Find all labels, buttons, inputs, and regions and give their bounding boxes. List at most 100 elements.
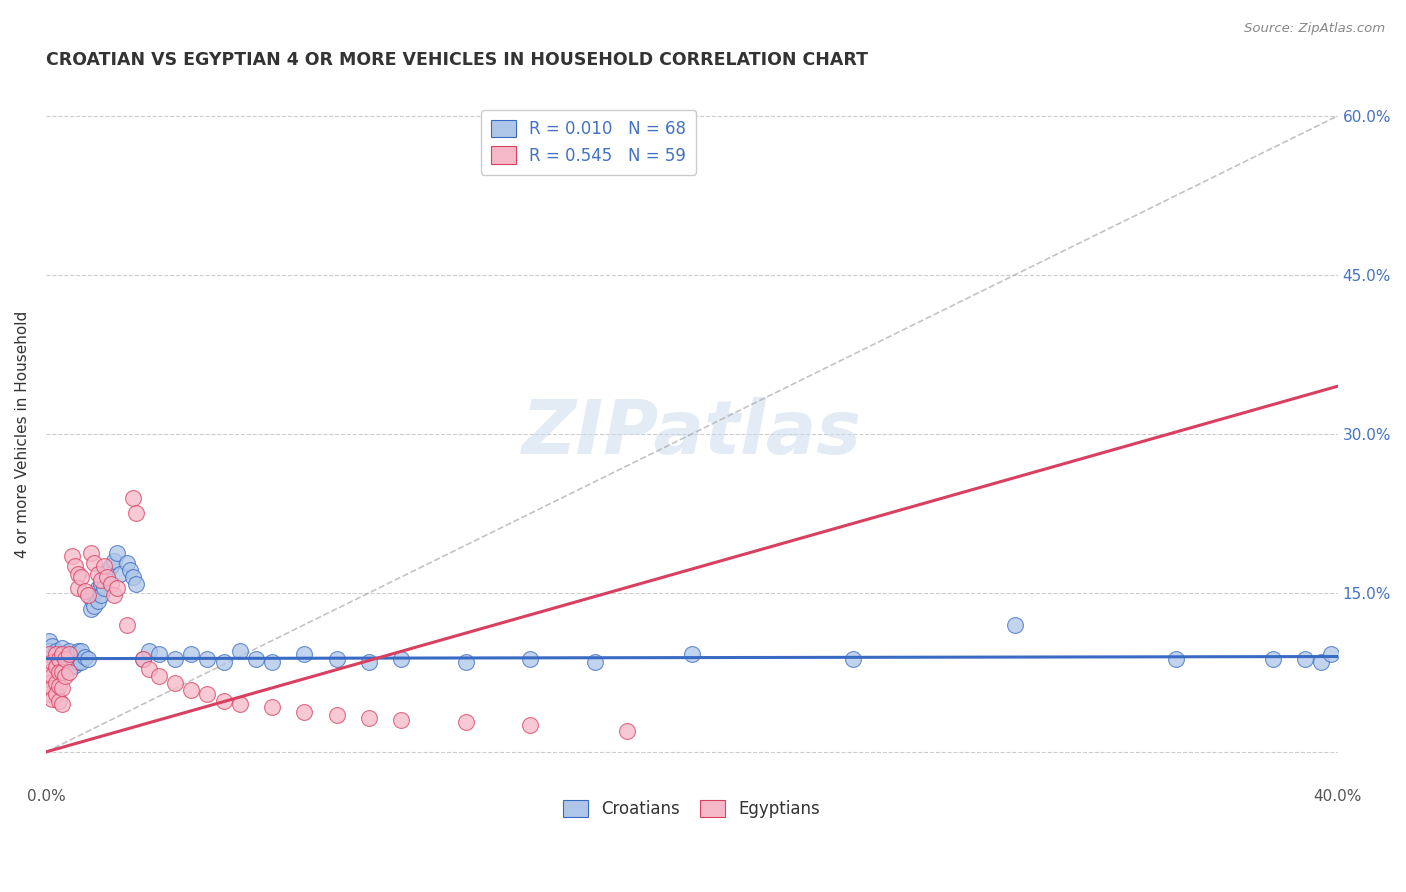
Point bbox=[1310, 655, 1333, 669]
Point bbox=[83, 586, 105, 600]
Point bbox=[48, 648, 70, 662]
Point bbox=[165, 651, 187, 665]
Point bbox=[583, 655, 606, 669]
Point bbox=[77, 588, 100, 602]
Text: CROATIAN VS EGYPTIAN 4 OR MORE VEHICLES IN HOUSEHOLD CORRELATION CHART: CROATIAN VS EGYPTIAN 4 OR MORE VEHICLES … bbox=[46, 51, 868, 69]
Point bbox=[115, 617, 138, 632]
Point bbox=[58, 648, 80, 662]
Point bbox=[63, 648, 86, 662]
Point bbox=[260, 655, 283, 669]
Point bbox=[454, 655, 477, 669]
Point bbox=[77, 651, 100, 665]
Point bbox=[60, 649, 83, 664]
Point bbox=[357, 711, 380, 725]
Point bbox=[681, 648, 703, 662]
Point bbox=[48, 660, 70, 674]
Point bbox=[41, 655, 63, 669]
Point bbox=[63, 658, 86, 673]
Point bbox=[325, 651, 347, 665]
Y-axis label: 4 or more Vehicles in Household: 4 or more Vehicles in Household bbox=[15, 310, 30, 558]
Point bbox=[86, 566, 108, 581]
Legend: Croatians, Egyptians: Croatians, Egyptians bbox=[557, 793, 827, 824]
Point bbox=[180, 683, 202, 698]
Point bbox=[96, 570, 118, 584]
Point bbox=[148, 668, 170, 682]
Point bbox=[357, 655, 380, 669]
Point bbox=[389, 713, 412, 727]
Point bbox=[212, 694, 235, 708]
Point bbox=[122, 491, 145, 505]
Point bbox=[41, 681, 63, 696]
Point bbox=[245, 651, 267, 665]
Point bbox=[38, 648, 60, 662]
Point bbox=[41, 692, 63, 706]
Point bbox=[58, 665, 80, 680]
Point bbox=[45, 676, 67, 690]
Point bbox=[389, 651, 412, 665]
Point bbox=[138, 644, 160, 658]
Point bbox=[41, 639, 63, 653]
Point bbox=[103, 588, 125, 602]
Point bbox=[180, 648, 202, 662]
Point bbox=[110, 566, 132, 581]
Point bbox=[58, 655, 80, 669]
Point bbox=[83, 599, 105, 613]
Point bbox=[842, 651, 865, 665]
Point bbox=[73, 649, 96, 664]
Point bbox=[93, 581, 115, 595]
Point bbox=[122, 570, 145, 584]
Point bbox=[325, 707, 347, 722]
Point bbox=[38, 676, 60, 690]
Point bbox=[132, 651, 155, 665]
Point bbox=[45, 658, 67, 673]
Point bbox=[90, 573, 112, 587]
Point bbox=[197, 651, 219, 665]
Point bbox=[51, 651, 73, 665]
Point bbox=[51, 665, 73, 680]
Point bbox=[1294, 651, 1316, 665]
Point bbox=[100, 559, 122, 574]
Point bbox=[115, 556, 138, 570]
Point bbox=[63, 559, 86, 574]
Point bbox=[38, 665, 60, 680]
Point bbox=[67, 644, 90, 658]
Point bbox=[90, 577, 112, 591]
Point bbox=[148, 648, 170, 662]
Text: Source: ZipAtlas.com: Source: ZipAtlas.com bbox=[1244, 22, 1385, 36]
Point bbox=[53, 660, 76, 674]
Point bbox=[212, 655, 235, 669]
Point bbox=[197, 687, 219, 701]
Point bbox=[45, 644, 67, 658]
Point bbox=[93, 559, 115, 574]
Point bbox=[53, 651, 76, 665]
Point bbox=[45, 648, 67, 662]
Point bbox=[45, 660, 67, 674]
Point bbox=[519, 651, 541, 665]
Point bbox=[228, 644, 250, 658]
Point bbox=[53, 668, 76, 682]
Point bbox=[1320, 648, 1343, 662]
Point bbox=[1004, 617, 1026, 632]
Point bbox=[70, 644, 93, 658]
Point bbox=[292, 705, 315, 719]
Point bbox=[105, 546, 128, 560]
Point bbox=[125, 577, 148, 591]
Point bbox=[616, 723, 638, 738]
Point bbox=[103, 554, 125, 568]
Point bbox=[132, 651, 155, 665]
Text: ZIPatlas: ZIPatlas bbox=[522, 398, 862, 470]
Point bbox=[260, 700, 283, 714]
Point bbox=[165, 676, 187, 690]
Point bbox=[454, 715, 477, 730]
Point bbox=[96, 565, 118, 579]
Point bbox=[53, 648, 76, 662]
Point bbox=[67, 655, 90, 669]
Point bbox=[58, 644, 80, 658]
Point bbox=[519, 718, 541, 732]
Point bbox=[86, 594, 108, 608]
Point bbox=[45, 687, 67, 701]
Point bbox=[80, 546, 103, 560]
Point bbox=[86, 581, 108, 595]
Point bbox=[1166, 651, 1188, 665]
Point bbox=[80, 591, 103, 606]
